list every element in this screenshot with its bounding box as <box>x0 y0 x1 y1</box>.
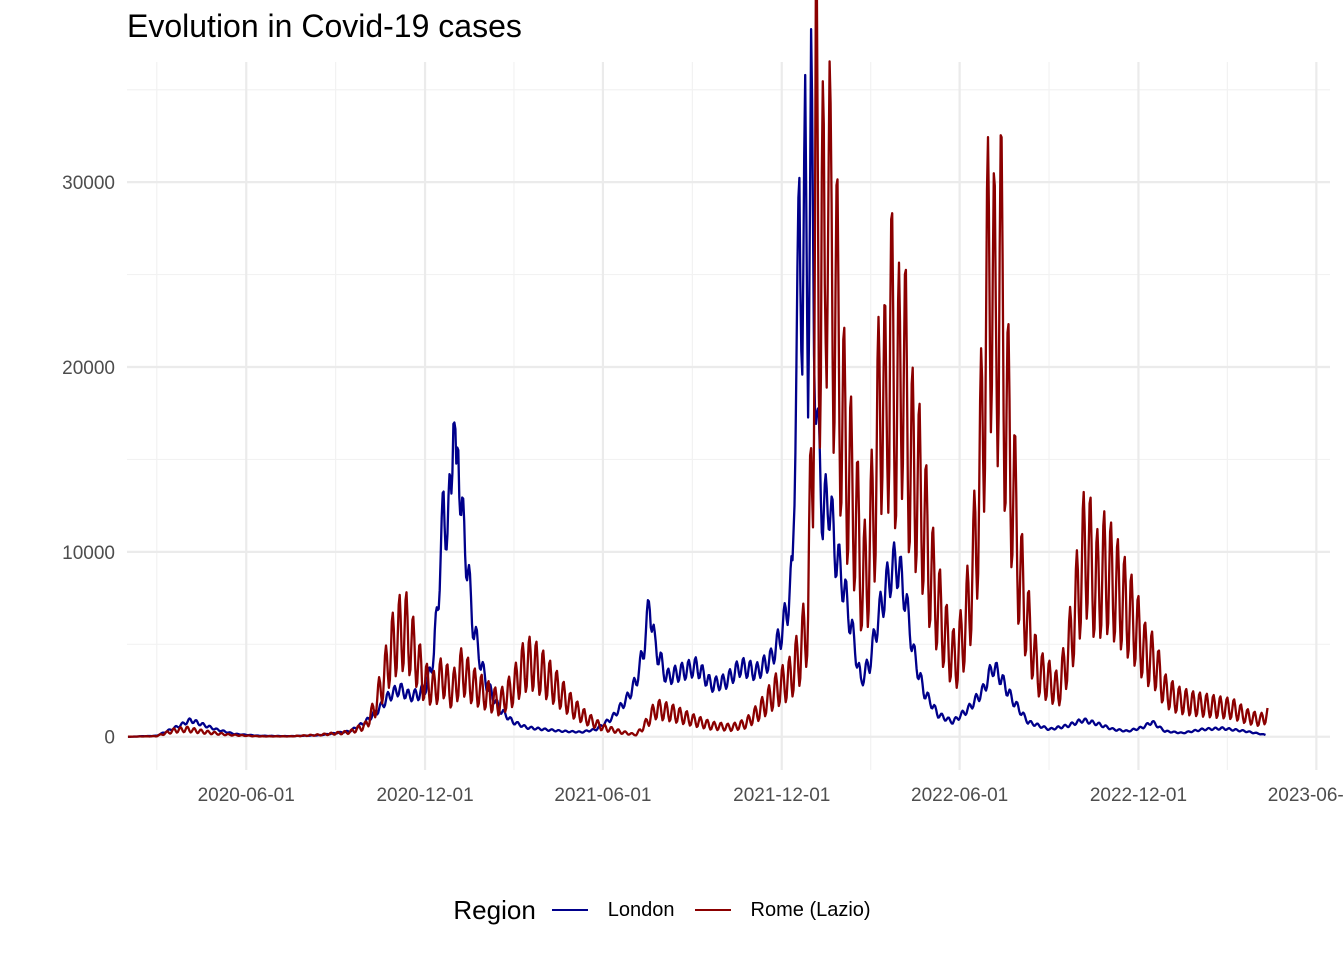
x-tick-label: 2020-06-01 <box>198 785 295 806</box>
y-tick-label: 20000 <box>62 358 115 379</box>
legend-label-london: London <box>607 898 675 921</box>
chart-title: Evolution in Covid-19 cases <box>127 8 522 44</box>
legend: Region London Rome (Lazio) <box>0 888 1344 932</box>
x-tick-label: 2021-06-01 <box>554 785 651 806</box>
legend-item-rome: Rome (Lazio) <box>694 898 871 922</box>
legend-label-rome: Rome (Lazio) <box>750 898 871 921</box>
series-lines <box>127 0 1269 738</box>
y-tick-label: 10000 <box>62 543 115 564</box>
legend-key-rome <box>694 909 731 911</box>
x-tick-label: 2022-06-01 <box>911 785 1008 806</box>
legend-title: Region <box>453 894 536 925</box>
series-line-rome <box>127 0 1269 738</box>
legend-key-london <box>551 909 588 911</box>
x-tick-label: 2022-12-01 <box>1090 785 1187 806</box>
y-tick-label: 0 <box>104 728 115 749</box>
x-tick-label: 2020-12-01 <box>376 785 473 806</box>
minor-gridlines <box>127 62 1330 770</box>
y-tick-label: 30000 <box>62 173 115 194</box>
x-tick-label: 2021-12-01 <box>733 785 830 806</box>
x-tick-label: 2023-06-01 <box>1268 785 1344 806</box>
legend-item-london: London <box>551 898 675 922</box>
axis-ticks: 0 10000 20000 30000 2020-06-01 2020-12-01 2021… <box>62 173 1344 806</box>
